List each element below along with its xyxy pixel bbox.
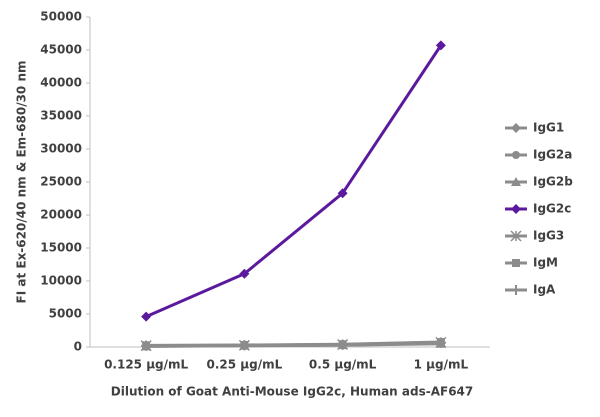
marker: [511, 123, 521, 133]
marker: [141, 311, 152, 322]
x-tick-label: 0.25 µg/mL: [207, 358, 283, 372]
marker: [510, 230, 522, 242]
marker: [337, 339, 348, 350]
marker: [435, 337, 446, 348]
marker: [511, 204, 521, 214]
y-tick-label: 45000: [40, 43, 82, 57]
marker: [511, 177, 521, 186]
y-tick-label: 35000: [40, 109, 82, 123]
x-tick-label: 1 µg/mL: [414, 358, 469, 372]
marker: [239, 340, 250, 351]
legend-label: IgG2c: [533, 202, 571, 216]
y-tick-label: 15000: [40, 241, 82, 255]
y-tick-label: 5000: [49, 307, 82, 321]
legend-label: IgG1: [533, 121, 564, 135]
marker: [141, 340, 152, 351]
legend-label: IgA: [533, 283, 556, 297]
y-tick-label: 30000: [40, 142, 82, 156]
marker: [435, 40, 446, 51]
marker: [239, 268, 250, 279]
x-tick-label: 0.125 µg/mL: [104, 358, 188, 372]
legend-label: IgG2a: [533, 148, 572, 162]
y-tick-label: 20000: [40, 208, 82, 222]
marker: [511, 285, 521, 295]
y-tick-label: 40000: [40, 76, 82, 90]
legend-label: IgM: [533, 256, 558, 270]
series-line: [145, 44, 443, 319]
series-line: [146, 341, 441, 348]
legend-label: IgG3: [533, 229, 564, 243]
y-tick-label: 25000: [40, 175, 82, 189]
marker: [337, 188, 348, 199]
marker: [512, 259, 520, 267]
marker: [512, 151, 520, 159]
legend-label: IgG2b: [533, 175, 573, 189]
y-tick-label: 10000: [40, 274, 82, 288]
y-tick-label: 50000: [40, 10, 82, 24]
y-tick-label: 0: [74, 340, 82, 354]
x-axis-label: Dilution of Goat Anti-Mouse IgG2c, Human…: [111, 385, 474, 399]
x-tick-label: 0.5 µg/mL: [309, 358, 377, 372]
y-axis-label: FI at Ex-620/40 nm & Em-680/30 nm: [15, 61, 29, 304]
